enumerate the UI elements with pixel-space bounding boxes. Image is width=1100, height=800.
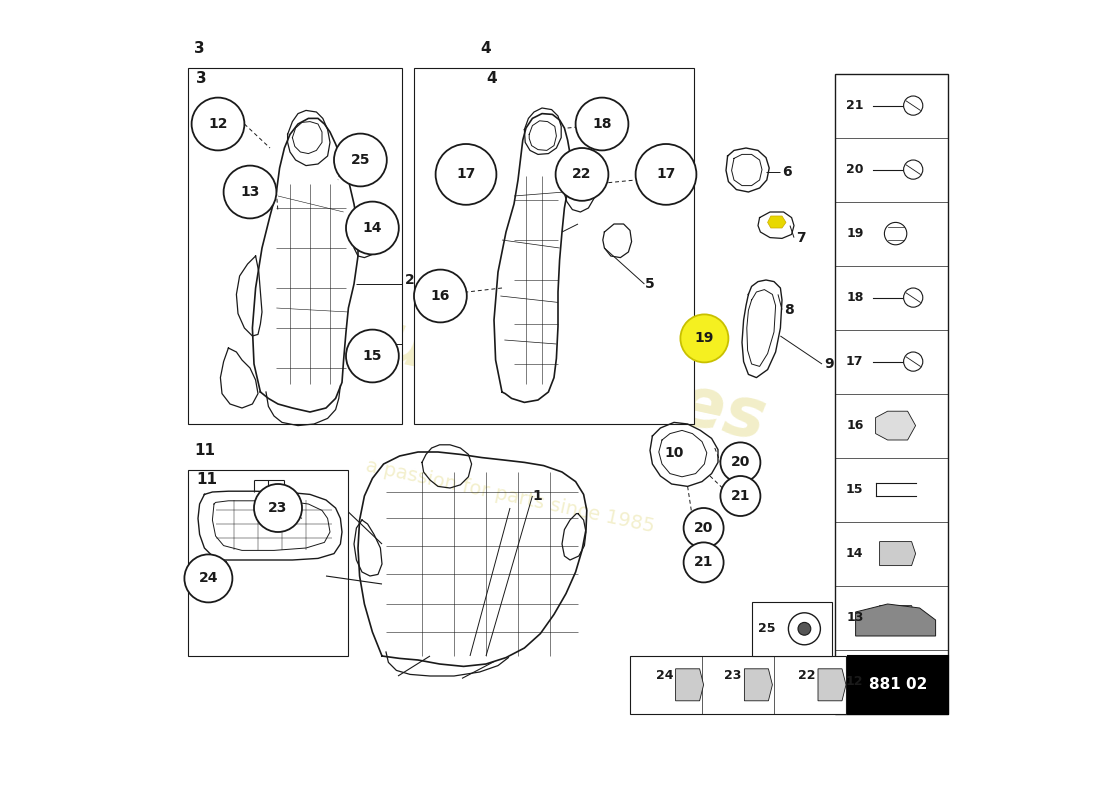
Text: 20: 20 [730,455,750,470]
Text: 17: 17 [456,167,475,182]
Text: 7: 7 [796,230,806,245]
Circle shape [798,622,811,635]
Circle shape [903,96,923,115]
Text: 18: 18 [592,117,612,131]
Text: 22: 22 [572,167,592,182]
Text: 1: 1 [532,489,542,503]
Circle shape [556,148,608,201]
Circle shape [223,166,276,218]
Text: 14: 14 [846,547,864,560]
Text: 13: 13 [846,611,864,624]
Text: 19: 19 [695,331,714,346]
Text: 4: 4 [481,41,492,56]
Circle shape [681,314,728,362]
Circle shape [191,98,244,150]
Polygon shape [880,606,915,630]
Text: 9: 9 [824,357,834,371]
Text: 10: 10 [664,446,684,460]
Text: 24: 24 [199,571,218,586]
Circle shape [346,202,399,254]
Text: 11: 11 [194,443,214,458]
Circle shape [884,222,906,245]
Text: 23: 23 [725,669,741,682]
Text: 15: 15 [846,483,864,496]
Text: 4: 4 [486,71,496,86]
Text: 21: 21 [694,555,713,570]
Text: 20: 20 [694,521,713,535]
Bar [752,602,832,656]
Bar [414,68,694,424]
Text: 21: 21 [846,99,864,112]
Text: 8: 8 [784,302,794,317]
Text: 18: 18 [846,291,864,304]
Text: 25: 25 [351,153,370,167]
Text: eurospares: eurospares [328,298,772,454]
Circle shape [334,134,387,186]
Text: 12: 12 [846,675,864,688]
Text: 6: 6 [782,165,792,179]
Circle shape [903,160,923,179]
Text: 17: 17 [657,167,675,182]
Bar [630,656,846,714]
Circle shape [903,288,923,307]
Text: a passion for parts since 1985: a passion for parts since 1985 [364,456,657,536]
Bar [188,68,402,424]
Text: 24: 24 [656,669,673,682]
Polygon shape [856,604,936,636]
Text: 16: 16 [846,419,864,432]
Polygon shape [818,669,846,701]
Polygon shape [745,669,772,701]
Text: 23: 23 [268,501,288,515]
Polygon shape [876,411,915,440]
Circle shape [903,352,923,371]
Text: 12: 12 [208,117,228,131]
Text: 14: 14 [363,221,382,235]
Circle shape [789,613,821,645]
Text: 3: 3 [197,71,207,86]
Text: 17: 17 [846,355,864,368]
Text: 11: 11 [197,473,218,487]
Text: 25: 25 [758,622,776,635]
Circle shape [720,476,760,516]
Circle shape [901,671,922,692]
Text: 22: 22 [798,669,815,682]
Text: 3: 3 [194,41,205,56]
Circle shape [254,484,303,532]
Circle shape [414,270,466,322]
Circle shape [346,330,399,382]
Text: 2: 2 [405,273,414,287]
Text: 15: 15 [363,349,382,363]
Text: 13: 13 [240,185,260,199]
Bar [188,470,349,656]
Circle shape [683,508,724,548]
Polygon shape [675,669,704,701]
Circle shape [185,554,232,602]
Text: 19: 19 [846,227,864,240]
Circle shape [720,442,760,482]
Circle shape [436,144,496,205]
Text: 16: 16 [431,289,450,303]
Text: 881 02: 881 02 [869,678,927,692]
Text: 21: 21 [730,489,750,503]
Text: 5: 5 [645,277,654,291]
Text: 20: 20 [846,163,864,176]
Polygon shape [768,216,786,228]
Circle shape [683,542,724,582]
Bar [835,74,948,714]
Bar [848,656,948,714]
Circle shape [575,98,628,150]
Circle shape [636,144,696,205]
Polygon shape [880,542,915,566]
